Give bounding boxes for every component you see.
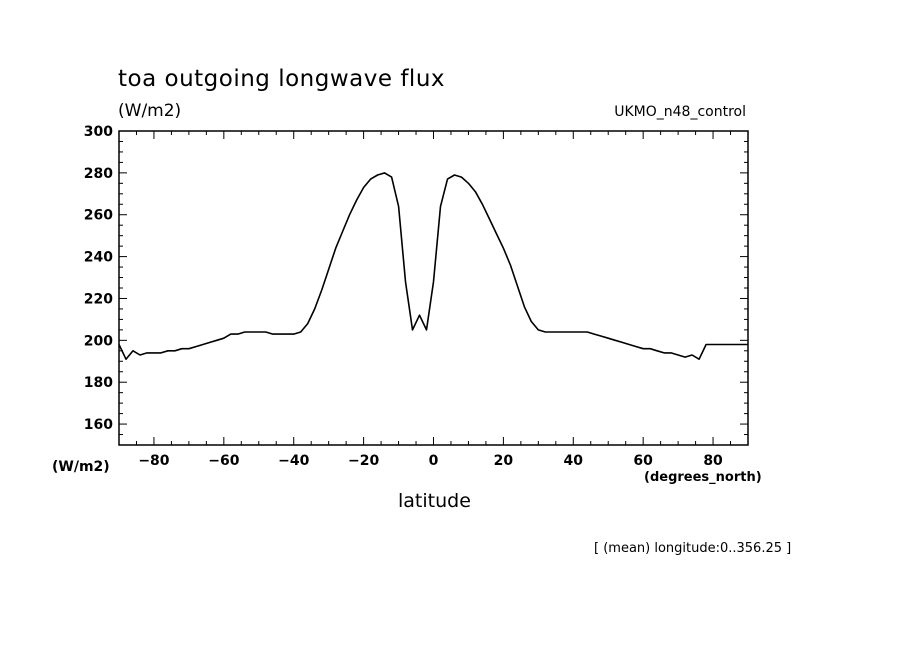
y-tick-label: 180 (84, 375, 113, 391)
plot-frame (118, 130, 749, 446)
x-tick-label: 40 (564, 453, 584, 469)
x-tick-label: −60 (208, 453, 239, 469)
x-tick-label: −40 (278, 453, 309, 469)
y-units-label: (W/m2) (52, 459, 110, 475)
y-tick-label: 220 (84, 291, 113, 307)
y-tick-label: 160 (84, 417, 113, 433)
x-tick-label: −80 (138, 453, 169, 469)
x-tick-label: 20 (494, 453, 514, 469)
x-tick-label: 0 (429, 453, 439, 469)
series-line (118, 172, 748, 361)
x-axis-label: latitude (398, 490, 471, 512)
x-tick-label: 80 (703, 453, 723, 469)
x-tick-label: 60 (633, 453, 653, 469)
units-label-top: (W/m2) (118, 101, 182, 121)
y-tick-label: 240 (84, 250, 113, 266)
x-unit-label: (degrees_north) (644, 470, 762, 485)
footnote: [ (mean) longitude:0..356.25 ] (594, 541, 792, 556)
chart-title: toa outgoing longwave flux (118, 66, 446, 92)
y-tick-label: 200 (84, 333, 113, 349)
run-label: UKMO_n48_control (614, 104, 746, 120)
x-tick-label: −20 (348, 453, 379, 469)
y-tick-label: 300 (84, 124, 113, 140)
y-tick-label: 280 (84, 166, 113, 182)
y-tick-label: 260 (84, 208, 113, 224)
